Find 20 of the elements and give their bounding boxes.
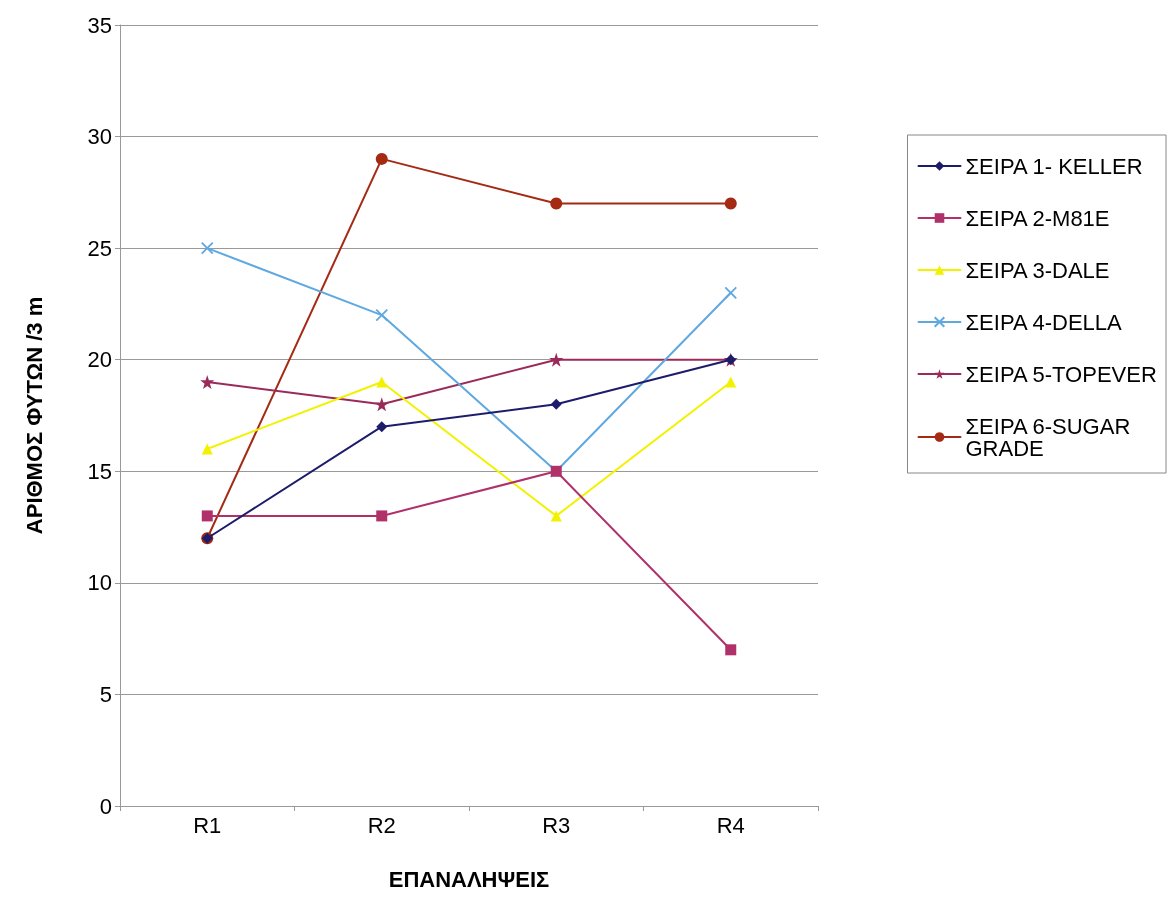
y-tick-label: 20 xyxy=(87,347,112,373)
x-axis-title: ΕΠΑΝΑΛΗΨΕΙΣ xyxy=(388,866,550,892)
x-tick-label: R2 xyxy=(367,812,396,838)
legend-label: ΣΕΙΡΑ 1- KELLER xyxy=(965,153,1143,179)
legend-label: ΣΕΙΡΑ 2-M81E xyxy=(965,205,1110,231)
legend-label: ΣΕΙΡΑ 5-TOPEVER xyxy=(965,361,1157,387)
y-tick-label: 5 xyxy=(99,681,112,707)
y-tick-label: 25 xyxy=(87,235,112,261)
x-tick-label: R1 xyxy=(193,812,222,838)
y-tick-label: 15 xyxy=(87,458,112,484)
x-tick-label: R3 xyxy=(542,812,571,838)
legend-label: ΣΕΙΡΑ 6-SUGAR GRADE xyxy=(965,413,1137,461)
y-tick-label: 30 xyxy=(87,124,112,150)
y-tick-label: 10 xyxy=(87,570,112,596)
y-tick-label: 0 xyxy=(99,793,112,819)
legend-label: ΣΕΙΡΑ 3-DALE xyxy=(965,257,1110,283)
legend-label: ΣΕΙΡΑ 4-DELLA xyxy=(965,309,1123,335)
y-axis-title: ΑΡΙΘΜΟΣ ΦΥΤΩΝ /3 m xyxy=(21,296,47,535)
x-tick-label: R4 xyxy=(716,812,745,838)
y-tick-label: 35 xyxy=(87,12,112,38)
